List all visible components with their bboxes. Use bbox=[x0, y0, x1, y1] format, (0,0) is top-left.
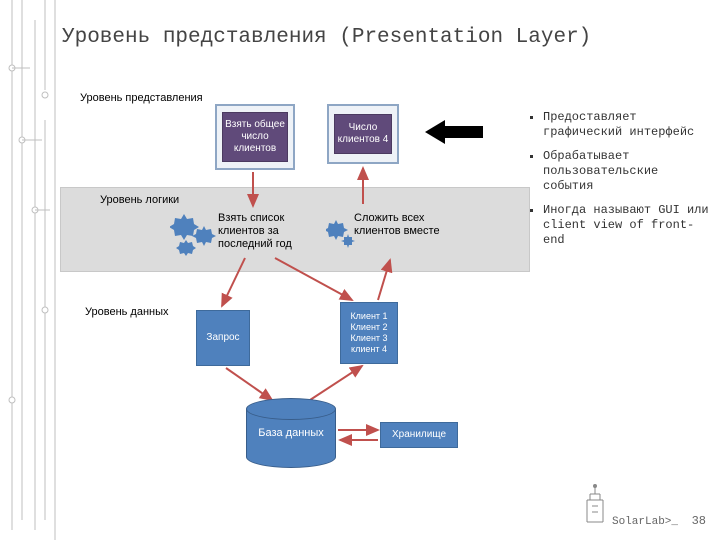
pres-box-2-text: Число клиентов 4 bbox=[335, 122, 391, 146]
bullet-3: Иногда называют GUI или client view of f… bbox=[543, 203, 713, 248]
data-layer-label: Уровень данных bbox=[85, 306, 169, 318]
storage-box: Хранилище bbox=[380, 422, 458, 448]
logic-text-1: Взять список клиентов за последний год bbox=[218, 212, 328, 252]
bullet-list: Предоставляет графический интерфейс Обра… bbox=[543, 110, 713, 257]
gear-cluster-2 bbox=[326, 218, 356, 250]
circuit-decoration bbox=[0, 0, 60, 540]
bullet-1: Предоставляет графический интерфейс bbox=[543, 110, 713, 140]
data-box-query: Запрос bbox=[196, 310, 250, 366]
bullet-2: Обрабатывает пользовательские события bbox=[543, 149, 713, 194]
footer-logo-text: SolarLab>_ bbox=[612, 516, 678, 528]
data-box-clients: Клиент 1 Клиент 2 Клиент 3 клиент 4 bbox=[340, 302, 398, 364]
pres-box-1-text: Взять общее число клиентов bbox=[223, 119, 287, 155]
pres-box-1-container: Взять общее число клиентов bbox=[215, 104, 295, 170]
logic-layer-label: Уровень логики bbox=[100, 194, 179, 206]
database-label: База данных bbox=[258, 427, 324, 439]
logic-text-2: Сложить всех клиентов вместе bbox=[354, 212, 454, 238]
pres-box-2: Число клиентов 4 bbox=[334, 114, 392, 154]
pres-box-1: Взять общее число клиентов bbox=[222, 112, 288, 162]
presentation-layer-label: Уровень представления bbox=[80, 92, 203, 104]
logo-icon bbox=[582, 484, 608, 528]
storage-label: Хранилище bbox=[392, 429, 446, 441]
data-box-query-text: Запрос bbox=[206, 332, 239, 344]
highlight-arrow-icon bbox=[425, 120, 483, 144]
page-number: 38 bbox=[692, 514, 706, 528]
gear-cluster-1 bbox=[170, 208, 218, 258]
pres-box-2-container: Число клиентов 4 bbox=[327, 104, 399, 164]
slide-title: Уровень представления (Presentation Laye… bbox=[62, 26, 591, 49]
data-box-clients-text: Клиент 1 Клиент 2 Клиент 3 клиент 4 bbox=[350, 311, 387, 354]
